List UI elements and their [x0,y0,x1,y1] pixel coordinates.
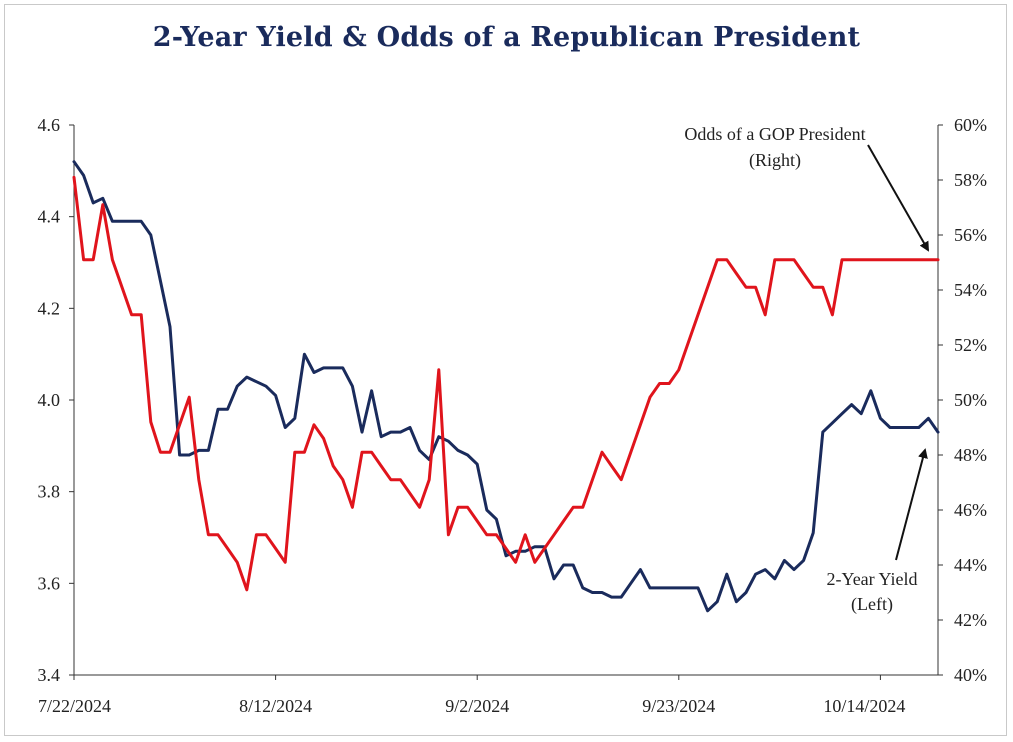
series-line-gop-odds [72,175,940,592]
y-left-tick-label: 4.0 [38,390,61,410]
y-right-tick-label: 52% [954,335,987,355]
annotation-gop-line2: (Right) [749,150,801,171]
x-tick-label: 10/14/2024 [823,696,905,716]
y-right-tick-label: 48% [954,445,987,465]
y-right-tick-label: 44% [954,555,987,575]
series-line-2yr-yield [72,160,940,613]
y-right-tick-label: 50% [954,390,987,410]
y-right-tick-label: 42% [954,610,987,630]
y-left-tick-label: 3.6 [38,573,61,593]
annotation-yield-line2: (Left) [851,594,893,615]
y-right-tick-label: 54% [954,280,987,300]
y-left-tick-label: 4.2 [38,298,61,318]
x-tick-label: 9/2/2024 [445,696,509,716]
y-left-tick-label: 3.4 [38,665,61,685]
annotation-yield-arrow [895,448,928,561]
y-left-tick-label: 3.8 [38,482,61,502]
series-group [72,160,940,613]
annotation-gop-line1: Odds of a GOP President [684,124,865,144]
y-left-tick-label: 4.4 [38,207,61,227]
chart-frame [4,4,1007,736]
y-right-tick-label: 40% [954,665,987,685]
y-left-tick-label: 4.6 [38,115,61,135]
y-right-tick-label: 46% [954,500,987,520]
y-right-tick-label: 60% [954,115,987,135]
x-tick-label: 7/22/2024 [38,696,111,716]
chart-title: 2-Year Yield & Odds of a Republican Pres… [152,22,861,53]
axes: 3.4 3.6 3.8 4.0 4.2 4.4 4.6 40% 42% 44% 46% 48% 50% 5… [38,115,988,716]
annotations: Odds of a GOP President (Right) 2-Year Y… [684,124,929,615]
y-right-tick-label: 56% [954,225,987,245]
x-tick-label: 9/23/2024 [642,696,715,716]
annotation-gop-arrow [867,144,929,252]
annotation-yield-line1: 2-Year Yield [827,569,918,589]
y-right-tick-label: 58% [954,170,987,190]
x-tick-label: 8/12/2024 [239,696,312,716]
